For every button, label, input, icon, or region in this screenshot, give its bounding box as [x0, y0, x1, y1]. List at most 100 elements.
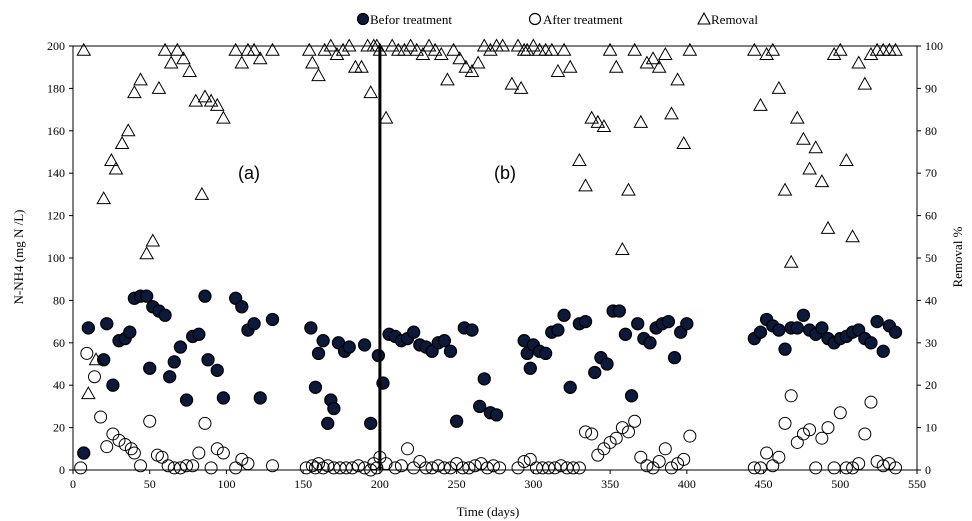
point-before-treatment: [815, 321, 829, 335]
point-before-treatment: [265, 312, 280, 327]
point-before-treatment: [357, 338, 372, 352]
point-after-treatment: [94, 410, 108, 424]
y-axis-left-title: N-NH4 (mg N /L): [11, 210, 26, 305]
point-before-treatment: [618, 327, 633, 341]
point-removal: [335, 42, 351, 56]
point-before-treatment: [557, 308, 571, 322]
point-removal: [621, 182, 636, 196]
point-removal: [771, 80, 787, 94]
point-removal: [329, 46, 345, 60]
point-before-treatment: [563, 380, 577, 394]
point-removal: [882, 42, 897, 56]
point-after-treatment: [554, 459, 568, 473]
point-removal: [657, 46, 673, 60]
point-before-treatment: [316, 334, 330, 348]
legend-label-after: After treatment: [543, 12, 623, 27]
point-removal: [651, 59, 667, 73]
point-removal: [608, 59, 624, 73]
point-removal: [470, 55, 486, 69]
point-removal: [863, 46, 879, 60]
point-before-treatment: [600, 357, 614, 371]
point-removal: [578, 178, 593, 192]
y-right-tick-label: 10: [925, 421, 937, 435]
y-left-tick-label: 160: [47, 124, 65, 138]
point-before-treatment: [192, 327, 206, 341]
point-before-treatment: [790, 321, 804, 335]
y-right-tick-label: 70: [925, 166, 937, 180]
point-removal: [476, 38, 492, 52]
y-left-tick-label: 0: [59, 463, 65, 477]
legend-marker-removal: [697, 11, 711, 25]
point-removal: [556, 42, 572, 56]
point-before-treatment: [123, 325, 137, 339]
point-after-treatment: [622, 425, 636, 439]
point-after-treatment: [462, 461, 476, 475]
point-after-treatment: [772, 450, 786, 464]
point-removal: [151, 80, 167, 94]
point-after-treatment: [809, 461, 823, 475]
point-after-treatment: [305, 459, 319, 473]
x-tick-label: 500: [831, 477, 849, 491]
point-before-treatment: [680, 317, 694, 331]
point-after-treatment: [351, 459, 365, 473]
point-removal: [317, 42, 333, 56]
point-removal: [265, 42, 280, 56]
point-after-treatment: [833, 406, 847, 420]
point-after-treatment: [852, 457, 866, 471]
point-before-treatment: [888, 325, 903, 339]
point-removal: [378, 110, 394, 124]
point-removal: [777, 182, 793, 196]
point-after-treatment: [180, 459, 194, 473]
point-removal: [240, 42, 256, 56]
point-removal: [839, 152, 854, 166]
point-removal: [519, 42, 535, 56]
point-after-treatment: [778, 416, 792, 430]
point-removal: [216, 110, 231, 124]
point-removal: [875, 42, 891, 56]
point-before-treatment: [201, 353, 215, 367]
point-before-treatment: [778, 342, 792, 356]
point-before-treatment: [489, 408, 504, 422]
point-removal: [446, 42, 461, 56]
point-after-treatment: [821, 421, 835, 435]
series-open-triangle: [76, 38, 903, 400]
point-after-treatment: [173, 461, 187, 475]
point-after-treatment: [265, 459, 279, 473]
y-left-tick-label: 140: [47, 166, 65, 180]
point-before-treatment: [796, 308, 811, 322]
x-tick-label: 400: [678, 477, 696, 491]
point-after-treatment: [388, 461, 402, 475]
point-after-treatment: [766, 459, 780, 473]
point-after-treatment: [572, 461, 586, 475]
point-before-treatment: [578, 314, 593, 329]
point-after-treatment: [858, 427, 872, 441]
point-after-treatment: [803, 423, 817, 437]
point-removal: [538, 42, 553, 56]
point-before-treatment: [247, 317, 261, 331]
x-tick-label: 350: [601, 477, 619, 491]
point-removal: [544, 42, 560, 56]
point-removal: [188, 93, 204, 107]
point-before-treatment: [81, 321, 95, 335]
point-before-treatment: [437, 334, 452, 348]
point-after-treatment: [312, 457, 326, 471]
y-right-tick-label: 50: [925, 251, 937, 265]
point-before-treatment: [643, 336, 657, 350]
point-removal: [114, 136, 130, 150]
point-removal: [550, 63, 566, 77]
point-before-treatment: [210, 363, 224, 378]
point-after-treatment: [542, 461, 556, 475]
legend: Befor treatment After treatment Removal: [356, 11, 758, 27]
point-removal: [615, 242, 630, 256]
point-removal: [127, 85, 142, 99]
x-tick-label: 100: [217, 477, 235, 491]
point-after-treatment: [106, 427, 120, 441]
point-removal: [808, 140, 824, 154]
point-removal: [323, 38, 339, 52]
point-after-treatment: [339, 461, 353, 475]
point-removal: [427, 42, 443, 56]
point-after-treatment: [658, 442, 672, 456]
point-after-treatment: [198, 416, 212, 430]
point-after-treatment: [299, 461, 313, 475]
x-tick-label: 0: [70, 477, 76, 491]
